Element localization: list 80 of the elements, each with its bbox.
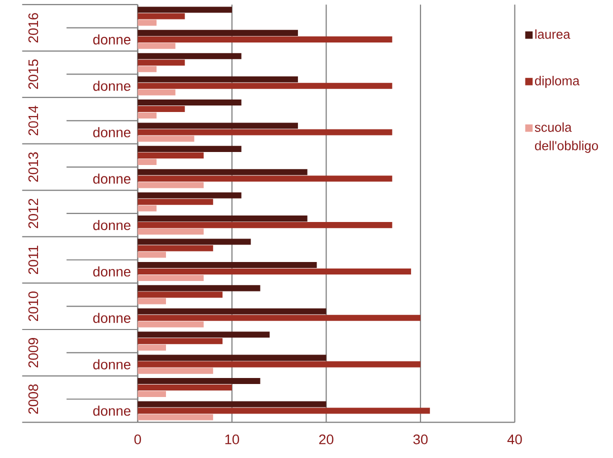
bar xyxy=(138,401,326,408)
text: 2011 xyxy=(28,246,38,274)
text: 2014 xyxy=(28,106,38,136)
bar xyxy=(138,262,317,268)
bar xyxy=(138,298,166,304)
x-tick-label: 10 xyxy=(225,434,240,444)
bar xyxy=(138,321,204,328)
bar xyxy=(138,158,157,165)
bar xyxy=(138,129,392,136)
bar xyxy=(138,314,420,321)
bar xyxy=(138,30,298,36)
bar xyxy=(138,222,392,228)
bar xyxy=(138,344,166,350)
bar xyxy=(138,215,308,222)
bar xyxy=(138,192,242,198)
bar xyxy=(138,390,166,397)
bar xyxy=(138,52,242,59)
bar xyxy=(138,168,308,176)
bar xyxy=(138,338,223,344)
bar xyxy=(138,59,185,66)
text: 2010 xyxy=(28,291,38,321)
y-tick-label: donne xyxy=(93,266,130,276)
legend-label: scuola dell'obbligo xyxy=(534,122,598,153)
y-tick-label: donne xyxy=(93,312,130,323)
legend-label: laurea xyxy=(535,29,570,39)
x-tick-label: 0 xyxy=(134,434,141,444)
y-tick-label: donne xyxy=(93,405,130,416)
bar xyxy=(138,308,326,314)
bar xyxy=(138,82,392,89)
text: 2016 xyxy=(28,12,38,42)
bar xyxy=(138,228,204,234)
bar xyxy=(138,361,420,368)
bar xyxy=(138,245,214,252)
bar xyxy=(138,20,157,26)
text: 2009 xyxy=(28,338,38,368)
bar xyxy=(138,331,270,338)
bar xyxy=(138,384,232,390)
bar xyxy=(138,198,214,205)
bar xyxy=(138,378,260,384)
x-tick-label: 40 xyxy=(507,434,522,444)
bar xyxy=(138,89,176,96)
y-tick-label: donne xyxy=(93,220,130,230)
text: 2008 xyxy=(28,384,38,414)
bar xyxy=(138,205,157,212)
y-tick-label: donne xyxy=(93,359,130,370)
text: 2012 xyxy=(28,198,38,228)
bar xyxy=(138,112,157,118)
bar xyxy=(138,76,298,82)
text: 2015 xyxy=(28,59,38,89)
bar xyxy=(138,175,392,182)
bar xyxy=(138,354,326,361)
bar xyxy=(138,99,242,106)
bar xyxy=(138,152,204,158)
y-tick-label: donne xyxy=(93,80,130,91)
text: 2013 xyxy=(28,152,38,182)
bar xyxy=(138,368,214,374)
legend-label: diploma xyxy=(535,76,580,88)
bar xyxy=(138,414,214,420)
bar xyxy=(138,146,242,152)
bar xyxy=(138,285,260,292)
bar xyxy=(138,36,392,42)
bar xyxy=(138,182,204,188)
bar xyxy=(138,13,185,20)
bar xyxy=(138,136,194,142)
bar xyxy=(138,122,298,129)
y-tick-label: donne xyxy=(93,173,130,184)
bar xyxy=(138,408,430,414)
bar xyxy=(138,238,251,245)
bar xyxy=(138,292,223,298)
x-tick-label: 30 xyxy=(413,434,428,444)
bar xyxy=(138,274,204,281)
bar xyxy=(138,252,166,258)
y-tick-label: donne xyxy=(93,127,130,138)
bar xyxy=(138,106,185,112)
bar xyxy=(138,66,157,72)
y-tick-label: donne xyxy=(93,34,130,44)
bar xyxy=(138,42,176,49)
x-tick-label: 20 xyxy=(319,434,334,444)
bar xyxy=(138,6,232,13)
bar xyxy=(138,268,412,274)
